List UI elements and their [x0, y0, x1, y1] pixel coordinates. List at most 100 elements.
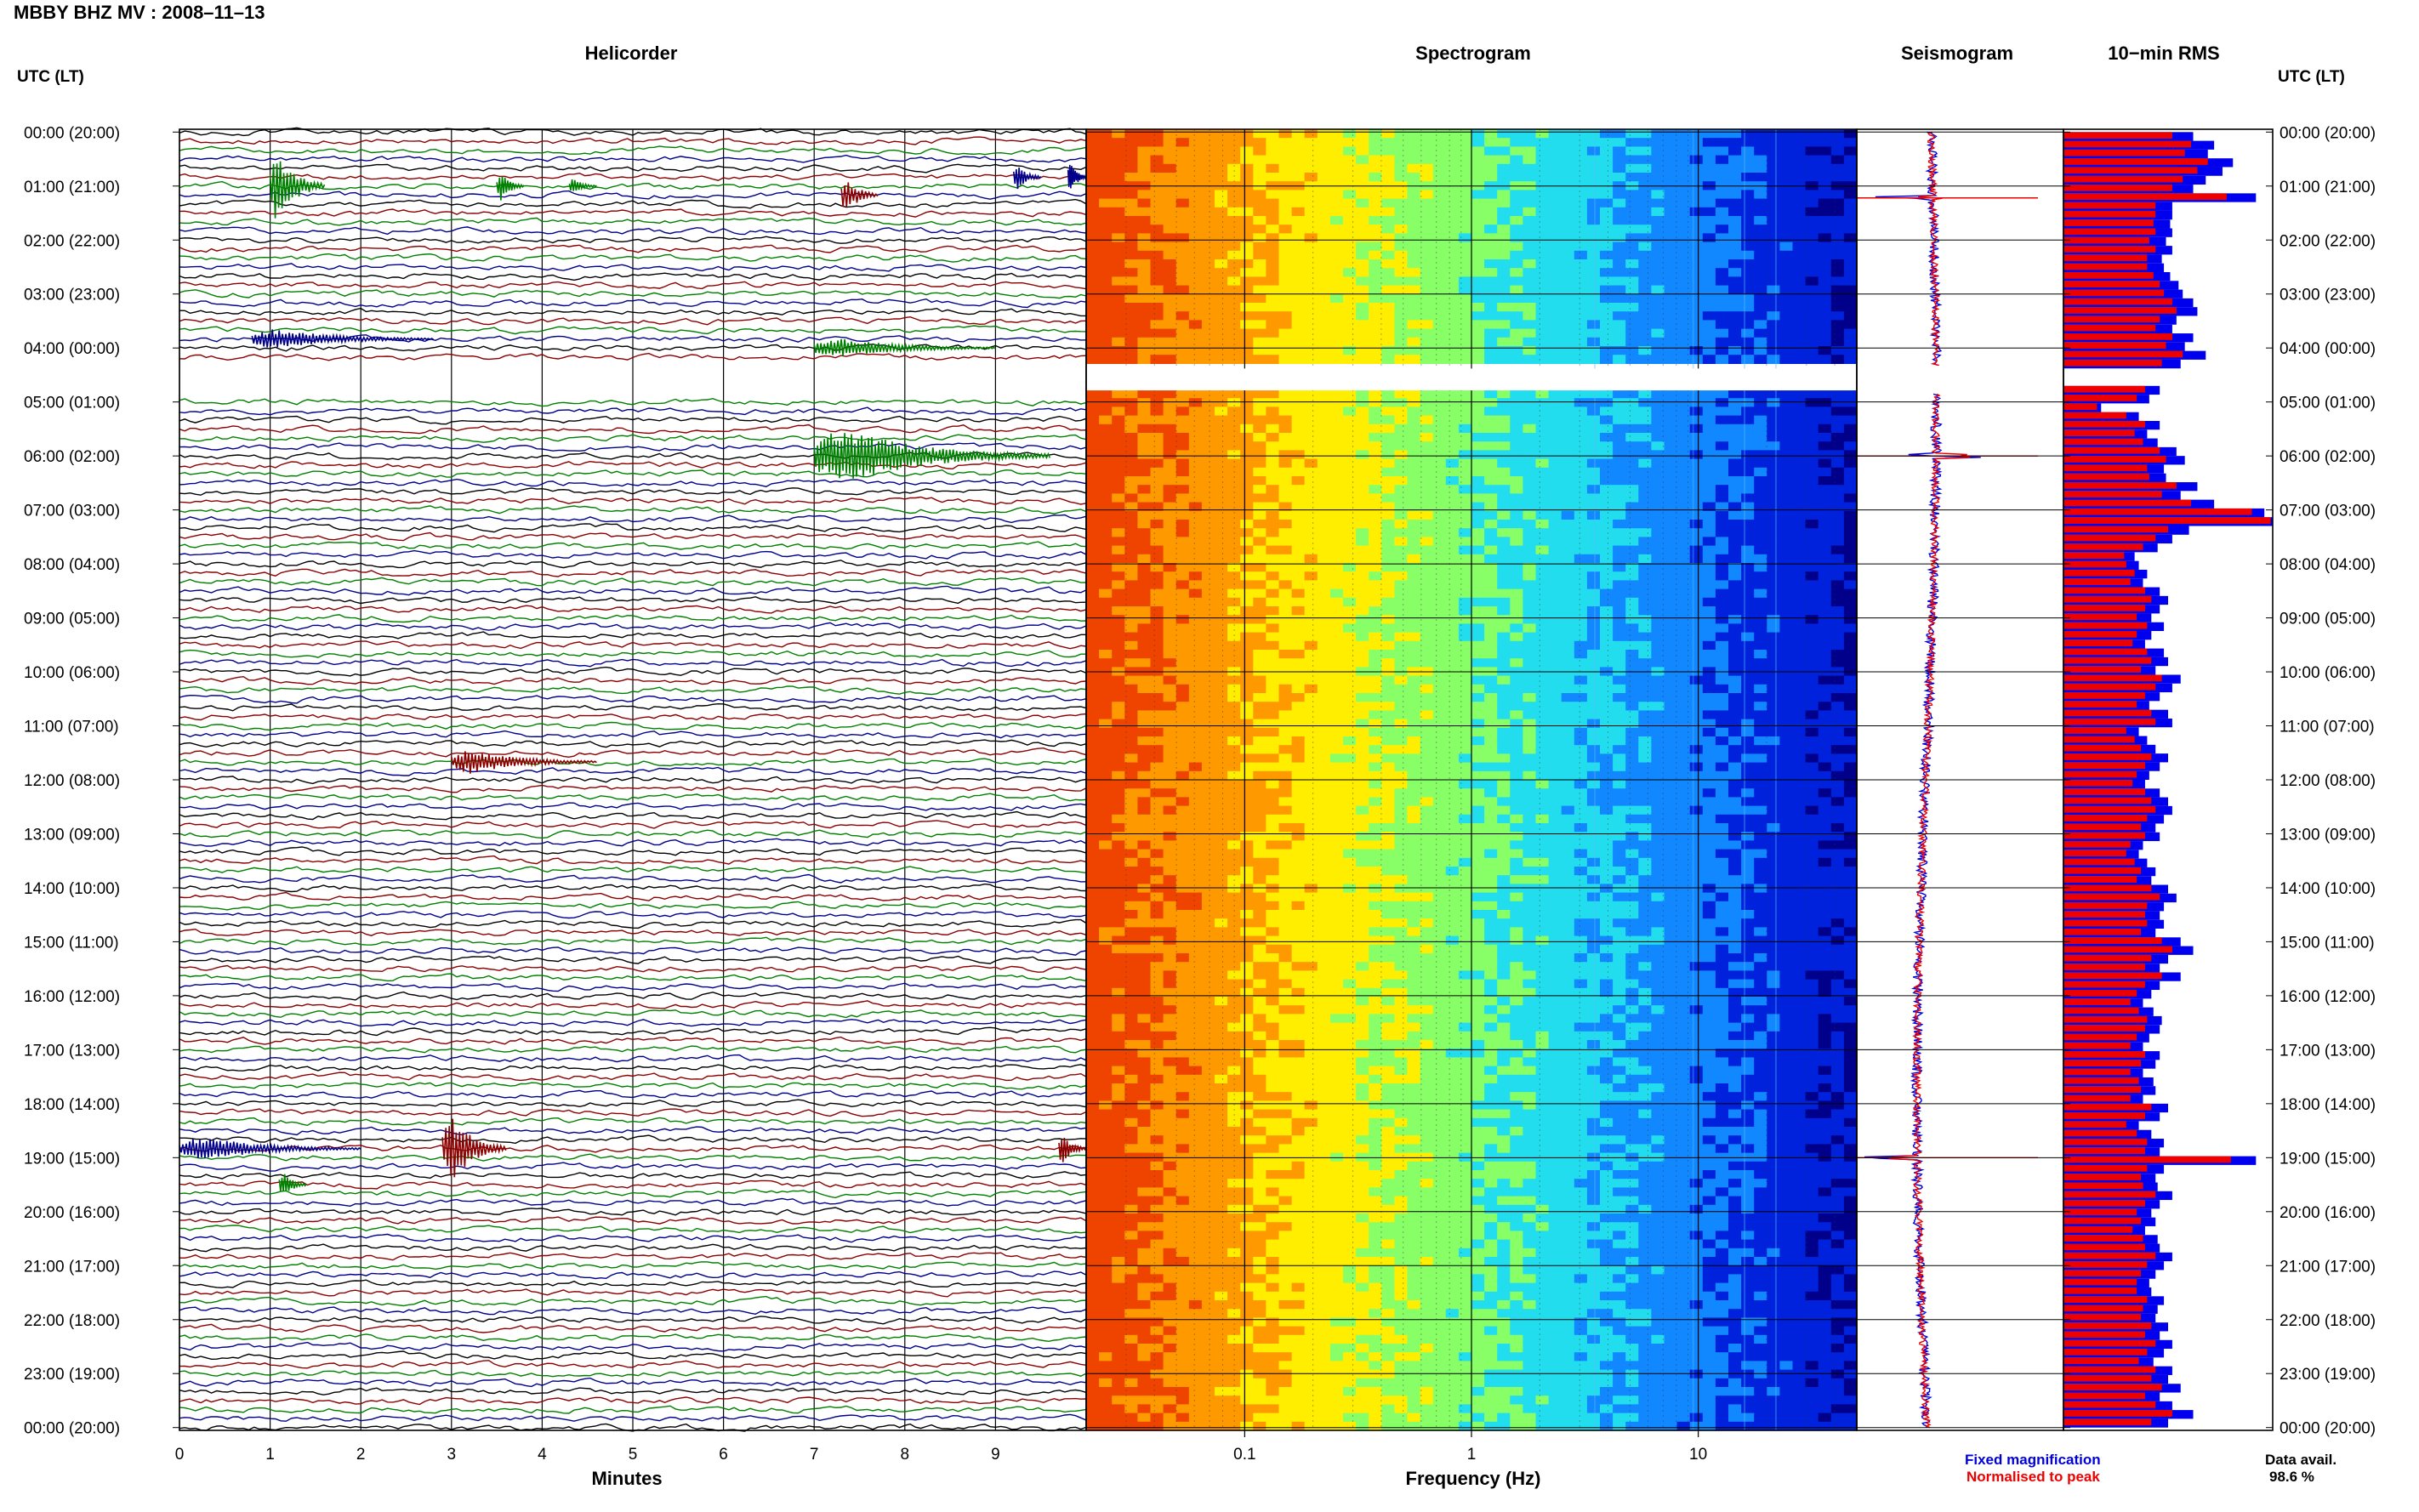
spectrogram-cell [1137, 797, 1152, 807]
spectrogram-cell [1510, 563, 1523, 572]
spectrogram-cell [1343, 198, 1357, 208]
spectrogram-cell [1329, 745, 1344, 754]
spectrogram-cell [1343, 458, 1357, 469]
spectrogram-cell [1394, 138, 1409, 147]
spectrogram-cell [1523, 389, 1537, 399]
spectrogram-cell [1304, 250, 1318, 260]
spectrogram-cell [1676, 736, 1691, 746]
spectrogram-cell [1394, 303, 1409, 312]
spectrogram-cell [1445, 867, 1460, 876]
spectrogram-cell [1112, 545, 1125, 555]
spectrogram-cell [1830, 753, 1845, 764]
spectrogram-cell [1188, 493, 1203, 503]
spectrogram-cell [1458, 684, 1472, 694]
spectrogram-cell [1227, 337, 1241, 347]
spectrogram-cell [1471, 458, 1485, 469]
spectrogram-cell [1112, 155, 1125, 165]
spectrogram-cell [1664, 867, 1678, 876]
spectrogram-cell [1638, 823, 1652, 833]
spectrogram-cell [1394, 293, 1409, 304]
spectrogram-cell [1818, 606, 1832, 616]
spectrogram-cell [1600, 597, 1614, 607]
spectrogram-cell [1728, 832, 1742, 841]
spectrogram-cell [1150, 580, 1164, 590]
spectrogram-cell [1767, 433, 1780, 442]
spectrogram-cell [1278, 276, 1293, 287]
spectrogram-cell [1741, 320, 1755, 330]
spectrogram-cell [1215, 762, 1228, 772]
spectrogram-cell [1445, 415, 1460, 425]
spectrogram-cell [1317, 320, 1331, 330]
spectrogram-cell [1792, 762, 1807, 772]
spectrogram-cell [1112, 146, 1125, 156]
spectrogram-cell [1586, 146, 1601, 156]
spectrogram-cell [1124, 727, 1138, 737]
spectrogram-cell [1676, 805, 1691, 816]
spectrogram-cell [1329, 588, 1344, 599]
spectrogram-cell [1651, 138, 1665, 147]
spectrogram-cell [1613, 320, 1626, 330]
spectrogram-cell [1600, 675, 1614, 685]
spectrogram-cell [1741, 849, 1755, 859]
spectrogram-cell [1586, 190, 1601, 200]
spectrogram-cell [1343, 805, 1357, 816]
spectrogram-cell [1574, 303, 1588, 312]
spectrogram-cell [1291, 702, 1306, 711]
spectrogram-cell [1369, 163, 1382, 173]
spectrogram-cell [1843, 129, 1858, 139]
spectrogram-cell [1201, 520, 1215, 529]
spectrogram-cell [1574, 276, 1588, 287]
spectrogram-cell [1818, 675, 1832, 685]
spectrogram-cell [1702, 727, 1716, 737]
spectrogram-cell [1343, 320, 1357, 330]
spectrogram-cell [1792, 311, 1807, 321]
data-availability-value: 98.6 % [2269, 1469, 2314, 1485]
spectrogram-cell [1420, 719, 1434, 729]
spectrogram-cell [1432, 693, 1447, 702]
spectrogram-cell [1304, 276, 1318, 287]
spectrogram-cell [1792, 129, 1807, 139]
spectrogram-cell [1471, 138, 1485, 147]
spectrogram-cell [1407, 554, 1421, 564]
spectrogram-cell [1112, 753, 1125, 764]
spectrogram-cell [1317, 225, 1331, 234]
spectrogram-cell [1676, 606, 1691, 616]
spectrogram-cell [1548, 155, 1562, 165]
rms-title: 10−min RMS [2108, 43, 2220, 64]
spectrogram-cell [1715, 415, 1729, 425]
spectrogram-cell [1175, 293, 1190, 304]
spectrogram-cell [1329, 684, 1344, 694]
spectrogram-cell [1458, 710, 1472, 720]
spectrogram-cell [1484, 173, 1498, 182]
spectrogram-cell [1086, 537, 1100, 547]
spectrogram-cell [1754, 510, 1767, 520]
spectrogram-cell [1613, 849, 1626, 859]
spectrogram-cell [1754, 727, 1767, 737]
spectrogram-cell [1754, 389, 1767, 399]
spectrogram-cell [1278, 867, 1293, 876]
spectrogram-cell [1356, 398, 1369, 407]
spectrogram-cell [1792, 138, 1807, 147]
spectrogram-cell [1317, 597, 1331, 607]
spectrogram-cell [1124, 563, 1138, 572]
spectrogram-cell [1792, 259, 1807, 269]
spectrogram-cell [1240, 293, 1254, 304]
spectrogram-cell [1369, 173, 1382, 182]
spectrogram-cell [1175, 398, 1190, 407]
spectrogram-cell [1420, 832, 1434, 841]
spectrogram-cell [1124, 337, 1138, 347]
spectrogram-cell [1150, 293, 1164, 304]
spectrogram-cell [1175, 493, 1190, 503]
spectrogram-cell [1689, 658, 1704, 668]
spectrogram-cell [1586, 485, 1601, 494]
spectrogram-cell [1291, 693, 1306, 702]
spectrogram-cell [1381, 510, 1395, 520]
spectrogram-cell [1702, 814, 1716, 824]
spectrogram-cell [1137, 780, 1152, 789]
spectrogram-cell [1510, 398, 1523, 407]
spectrogram-cell [1266, 650, 1280, 659]
spectrogram-cell [1420, 233, 1434, 243]
spectrogram-cell [1535, 406, 1550, 417]
spectrogram-cell [1754, 710, 1767, 720]
spectrogram-cell [1227, 684, 1241, 694]
